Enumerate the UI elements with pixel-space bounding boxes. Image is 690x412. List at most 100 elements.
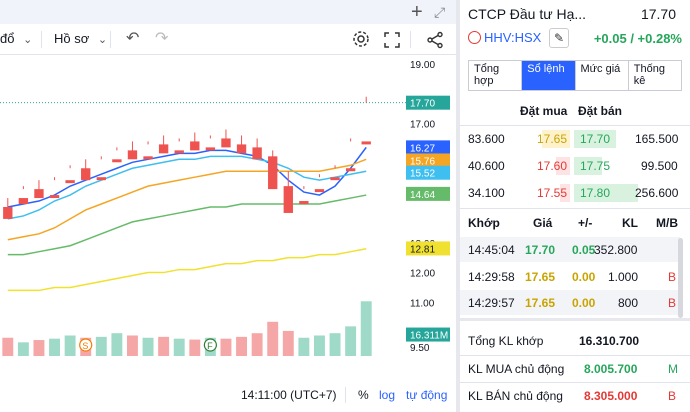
candle-body <box>143 156 153 160</box>
trades-scrollbar[interactable] <box>678 238 683 318</box>
clock-readout: 14:11:00 (UTC+7) <box>241 388 337 402</box>
ask-volume: 165.500 <box>635 132 679 146</box>
ask-price[interactable]: 17.75 <box>580 159 611 173</box>
chart-tab-strip: + ⤢ <box>0 0 456 24</box>
tab-summary[interactable]: Tổng hợp <box>469 61 523 90</box>
volume-bar <box>314 335 325 356</box>
expand-icon[interactable]: ⤢ <box>434 4 446 20</box>
add-tab-button[interactable]: + <box>411 1 423 23</box>
undo-icon[interactable]: ↶ <box>126 30 140 47</box>
profile-selector[interactable]: Hồ sơ ⌄ <box>54 24 107 54</box>
volume-bar <box>236 336 247 356</box>
bid-depth-bar <box>556 157 570 175</box>
footer-divider <box>345 387 346 403</box>
percent-toggle[interactable]: % <box>358 388 369 402</box>
toolbar-divider <box>110 31 111 48</box>
fullscreen-icon[interactable] <box>383 30 401 48</box>
summary-row: KL BÁN chủ động 8.305.000 B <box>460 382 690 409</box>
ask-depth-bar <box>574 130 616 148</box>
trade-price: 17.65 <box>525 296 556 310</box>
y-tick-label: 19.00 <box>410 60 435 71</box>
pencil-icon: ✎ <box>553 31 565 45</box>
chart-toolbar: đổ ⌄ Hồ sơ ⌄ ↶ ↷ <box>0 24 456 55</box>
bid-price[interactable]: 17.60 <box>537 159 568 173</box>
divider <box>460 125 690 126</box>
summary-tag: M <box>668 362 678 376</box>
candle-body <box>112 159 122 163</box>
candle-body <box>34 189 44 199</box>
toolbar-divider <box>41 31 42 48</box>
summary-row: Tổng KL khớp 16.310.700 <box>460 327 690 354</box>
ask-price[interactable]: 17.70 <box>580 132 611 146</box>
bid-price[interactable]: 17.55 <box>537 186 568 200</box>
volume-bar <box>345 326 357 356</box>
candle-body <box>361 141 371 145</box>
auto-scale-toggle[interactable]: tự động <box>406 388 448 402</box>
volume-bar <box>127 335 138 356</box>
price-badge-label: 15.76 <box>410 156 435 167</box>
bid-depth-bar <box>560 184 570 202</box>
volume-bar <box>220 338 232 356</box>
summary-row: KL MUA chủ động 8.005.700 M <box>460 355 690 382</box>
bid-volume: 34.100 <box>468 186 505 200</box>
interval-selector[interactable]: đổ ⌄ <box>0 24 32 54</box>
price-badge-label: 12.81 <box>410 244 435 255</box>
candle-body <box>190 141 200 151</box>
edit-symbol-button[interactable]: ✎ <box>549 28 569 48</box>
bid-volume: 83.600 <box>468 132 505 146</box>
share-icon[interactable] <box>426 30 444 49</box>
trade-change: 0.05 <box>572 243 596 257</box>
match-time-header: Khớp <box>468 216 500 230</box>
exchange-badge-icon <box>468 31 481 44</box>
y-tick-label: 9.50 <box>410 343 430 354</box>
ma-line-ma3 <box>7 158 367 241</box>
trade-volume: 800 <box>618 296 639 310</box>
event-marker-icon <box>79 338 93 352</box>
symbol-link[interactable]: HHV:HSX <box>468 30 541 45</box>
redo-icon[interactable]: ↷ <box>155 30 169 47</box>
settings-icon[interactable] <box>351 29 371 49</box>
tab-price-levels[interactable]: Mức giá <box>576 61 629 90</box>
price-badge <box>406 95 450 110</box>
candle-body <box>236 144 247 154</box>
bid-volume: 40.600 <box>468 159 505 173</box>
bid-price[interactable]: 17.65 <box>537 132 568 146</box>
price-badge-label: 15.52 <box>410 169 435 180</box>
volume-bar <box>267 321 279 356</box>
summary-value: 8.005.700 <box>584 362 638 376</box>
y-tick-label: 12.00 <box>410 269 435 280</box>
candle-body <box>158 144 169 154</box>
chart-pane: + ⤢ đổ ⌄ Hồ sơ ⌄ ↶ ↷ 19.0017.0016.0013.0… <box>0 0 456 403</box>
trade-row: 14:29:57 17.65 0.00 800 B <box>460 290 680 315</box>
price-chart[interactable]: 19.0017.0016.0013.0012.0011.0010.009.501… <box>0 55 456 374</box>
candle-body <box>221 138 231 148</box>
volume-bar <box>64 335 76 356</box>
divider <box>460 208 690 209</box>
candle-body <box>18 198 29 205</box>
volume-bar <box>251 333 263 356</box>
orderbook-row: 34.100 17.55 17.80 256.600 <box>460 181 690 203</box>
log-toggle[interactable]: log <box>379 388 396 402</box>
price-badge <box>406 165 450 180</box>
pane-divider[interactable] <box>456 0 460 412</box>
chevron-down-icon: ⌄ <box>23 34 33 46</box>
trade-price: 17.65 <box>525 270 556 284</box>
candle-body <box>345 168 356 172</box>
y-tick-label: 11.00 <box>410 298 435 309</box>
tab-orderbook[interactable]: Sổ lệnh <box>522 61 576 90</box>
tab-statistics[interactable]: Thống kê <box>633 63 665 87</box>
trade-volume-header: KL <box>622 216 638 230</box>
trade-side: B <box>668 296 677 310</box>
volume-bar <box>158 336 170 356</box>
trade-price-header: Giá <box>533 216 553 230</box>
volume-bar <box>142 337 154 356</box>
candle-body <box>283 186 293 213</box>
ask-depth-bar <box>574 157 602 175</box>
volume-bar <box>329 333 341 356</box>
summary-tag: B <box>668 389 677 403</box>
last-price: 17.70 <box>640 6 676 22</box>
volume-bar <box>49 338 60 356</box>
summary-label: Tổng KL khớp <box>468 334 544 348</box>
ask-price[interactable]: 17.80 <box>580 186 611 200</box>
price-badge-label: 16.27 <box>410 143 435 154</box>
